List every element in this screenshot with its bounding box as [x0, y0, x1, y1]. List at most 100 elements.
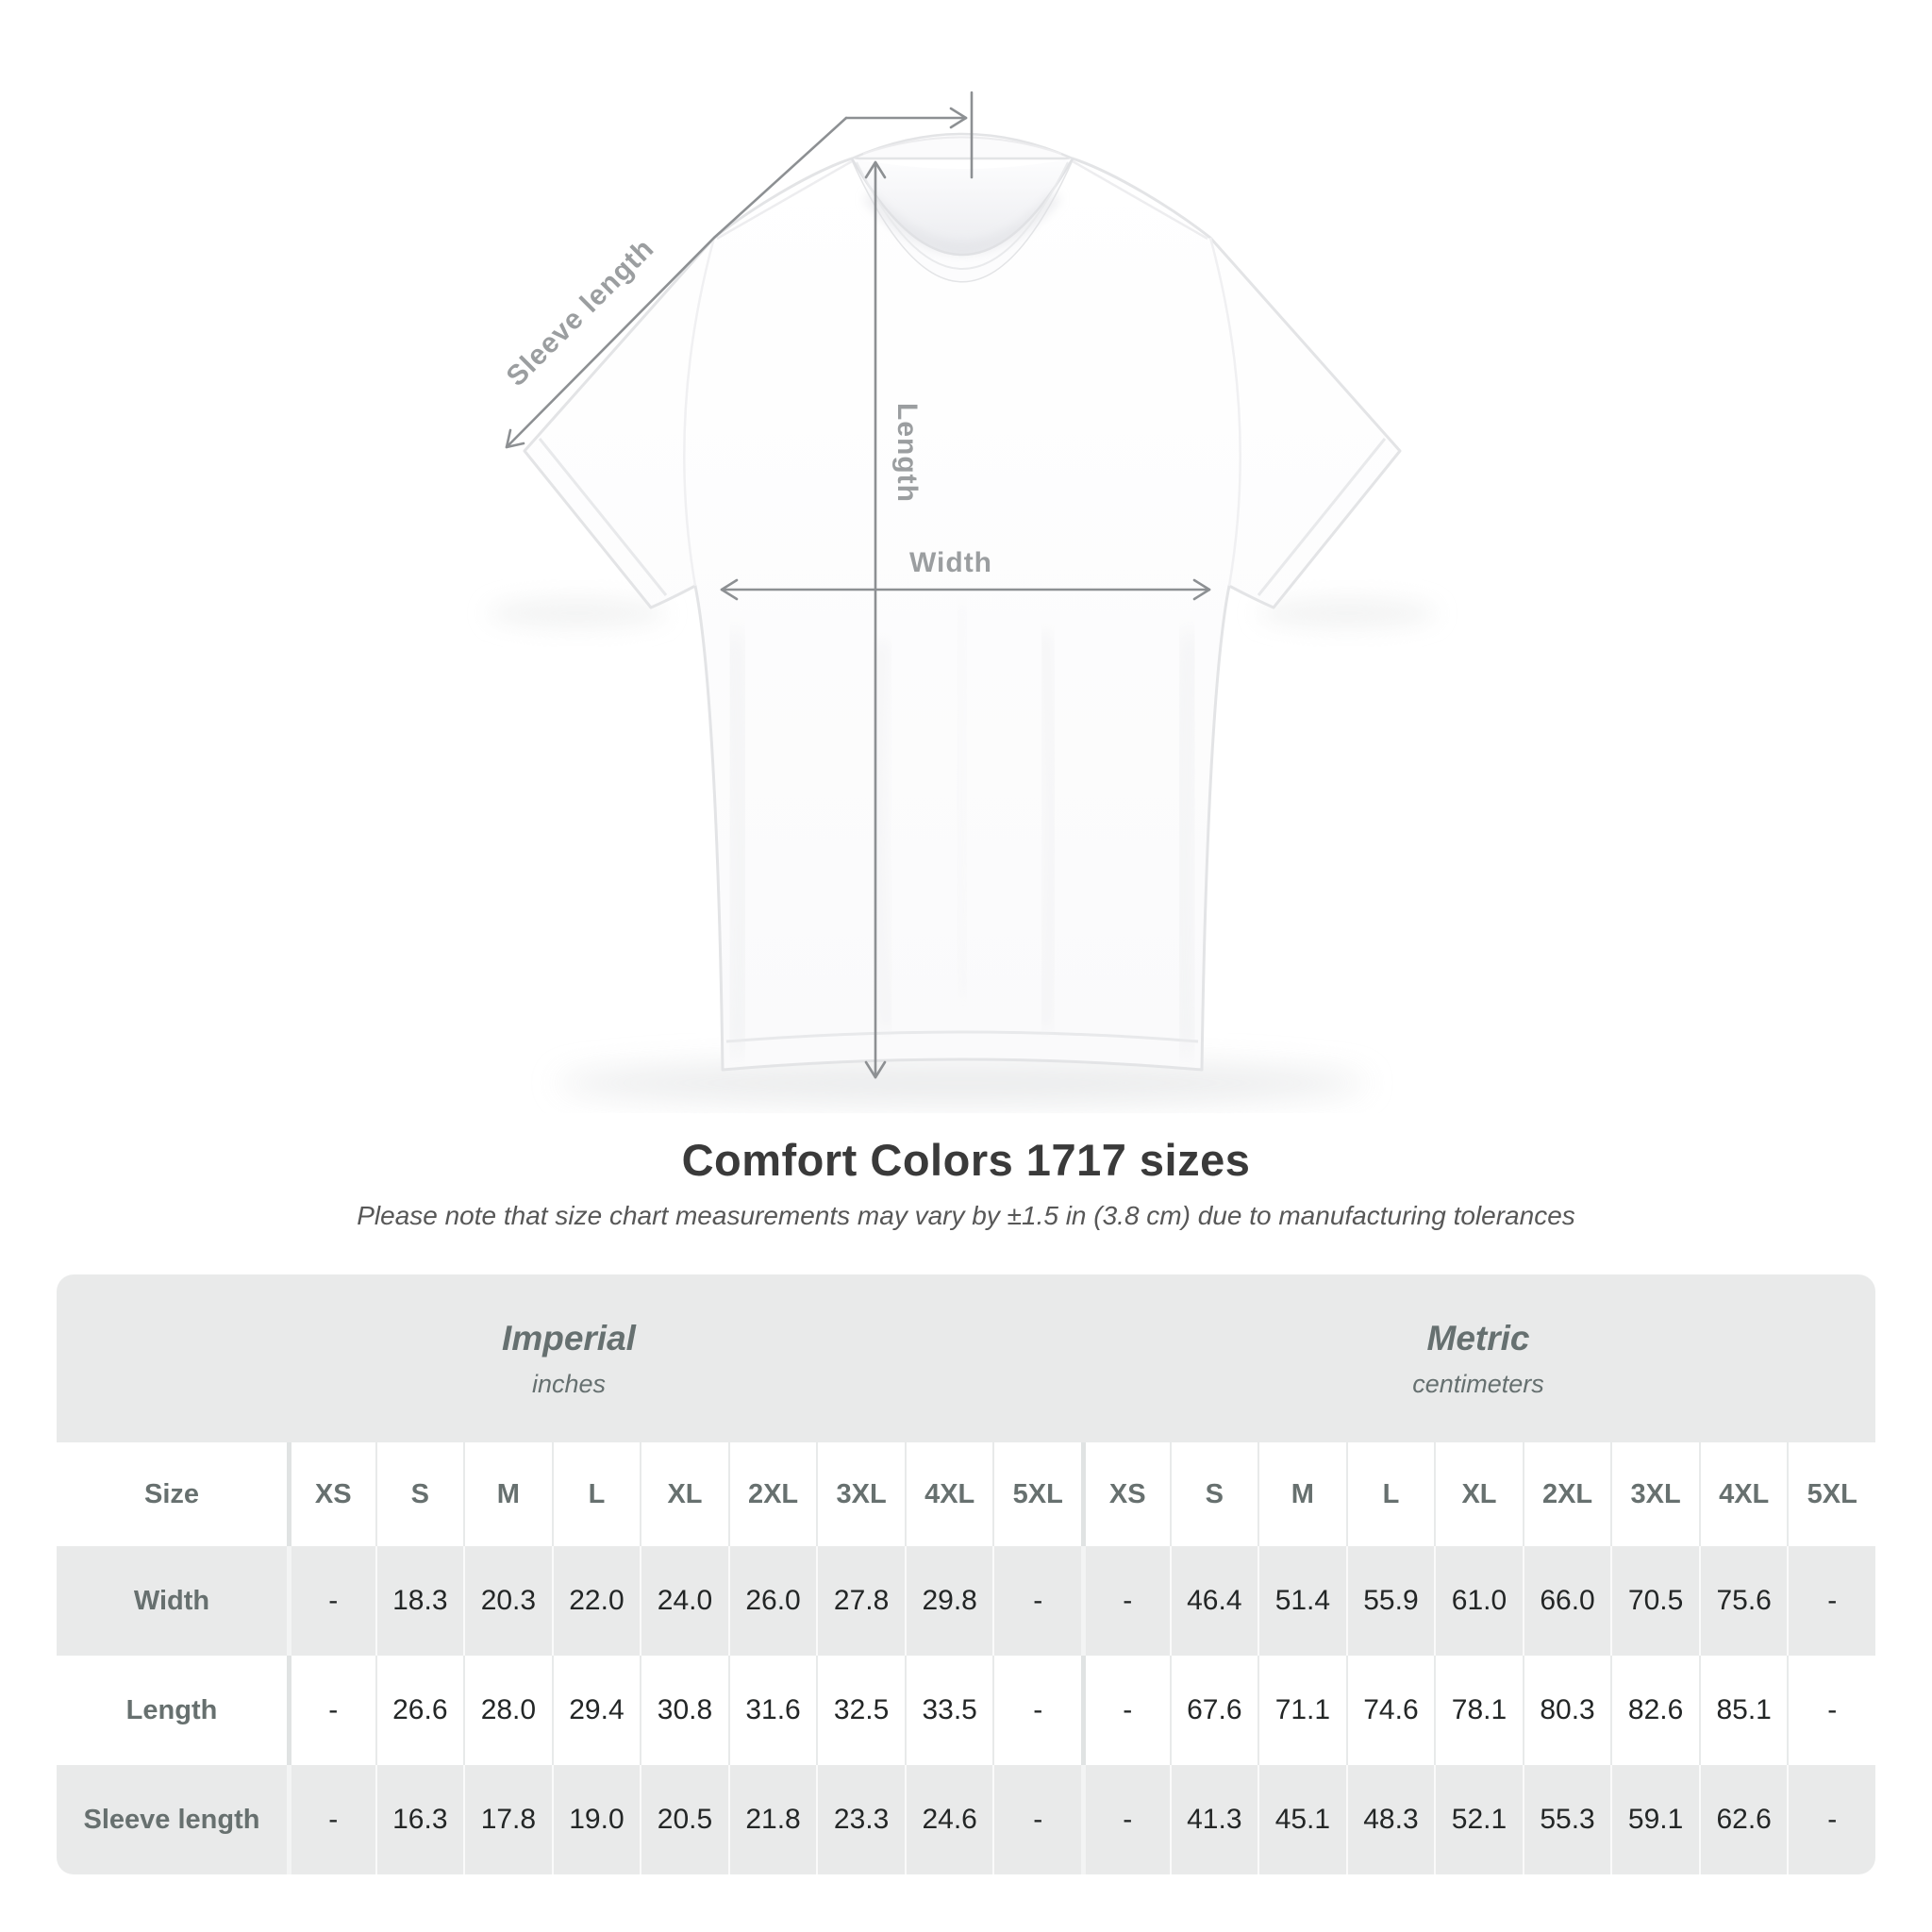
shirt-shadow [488, 598, 1437, 1106]
column-header: 5XL [1787, 1442, 1875, 1546]
units-band: Imperial inches Metric centimeters [57, 1274, 1875, 1442]
table-cell: 20.3 [463, 1546, 552, 1656]
shirt-seams [538, 159, 1387, 1043]
table-cell: - [1081, 1765, 1170, 1874]
width-label: Width [909, 547, 992, 578]
row-label: Width [133, 1585, 210, 1616]
size-header-row: Size XS S M L XL 2XL 3XL 4XL 5XL XS S M … [57, 1442, 1875, 1546]
table-cell: 22.0 [551, 1546, 641, 1656]
table-cell: 51.4 [1257, 1546, 1346, 1656]
column-header: XL [1434, 1442, 1523, 1546]
table-cell: - [287, 1765, 375, 1874]
collar-inner-shadow [864, 192, 1060, 253]
table-cell: - [992, 1765, 1081, 1874]
table-cell: 80.3 [1522, 1656, 1611, 1765]
tshirt-graphic: Sleeve length Length Width [488, 91, 1437, 1106]
imperial-title: Imperial [502, 1318, 636, 1357]
fabric-shading [726, 603, 1198, 1053]
table-row-width: Width - 18.3 20.3 22.0 24.0 26.0 27.8 29… [57, 1546, 1875, 1656]
table-cell: - [1787, 1656, 1875, 1765]
table-cell: 26.0 [727, 1546, 817, 1656]
table-cell: - [992, 1656, 1081, 1765]
column-header: 3XL [1610, 1442, 1699, 1546]
size-table: Imperial inches Metric centimeters Size … [57, 1274, 1875, 1874]
table-cell: 29.8 [904, 1546, 993, 1656]
table-cell: 31.6 [727, 1656, 817, 1765]
width-arrow [720, 578, 1211, 601]
table-cell: 27.8 [816, 1546, 905, 1656]
table-cell: 23.3 [816, 1765, 905, 1874]
size-column-header: Size [143, 1478, 200, 1509]
table-cell: 45.1 [1257, 1765, 1346, 1874]
table-cell: 28.0 [463, 1656, 552, 1765]
length-arrow [864, 160, 887, 1079]
table-cell: 74.6 [1345, 1656, 1435, 1765]
back-collar-stitch [862, 136, 1062, 155]
column-header: M [463, 1442, 552, 1546]
table-cell: 17.8 [463, 1765, 552, 1874]
table-cell: 62.6 [1698, 1765, 1788, 1874]
column-header: M [1257, 1442, 1346, 1546]
column-header: S [1169, 1442, 1258, 1546]
table-cell: 33.5 [904, 1656, 993, 1765]
table-cell: - [1787, 1765, 1875, 1874]
column-header: XL [640, 1442, 728, 1546]
table-cell: 67.6 [1169, 1656, 1258, 1765]
page-title: Comfort Colors 1717 sizes [681, 1135, 1251, 1185]
column-header: 5XL [992, 1442, 1081, 1546]
table-row-sleeve-length: Sleeve length - 16.3 17.8 19.0 20.5 21.8… [57, 1765, 1875, 1874]
column-header: 4XL [904, 1442, 993, 1546]
size-guide-figure: Sleeve length Length Width [488, 91, 1437, 1106]
table-cell: 18.3 [375, 1546, 464, 1656]
metric-subtitle: centimeters [1412, 1369, 1544, 1398]
collar-edge [850, 158, 1074, 257]
table-cell: 29.4 [551, 1656, 641, 1765]
column-header: L [551, 1442, 641, 1546]
table-cell: 61.0 [1434, 1546, 1523, 1656]
table-cell: - [287, 1656, 375, 1765]
imperial-subtitle: inches [531, 1369, 607, 1398]
column-header: S [375, 1442, 464, 1546]
table-cell: 16.3 [375, 1765, 464, 1874]
table-cell: 82.6 [1610, 1656, 1699, 1765]
table-cell: 41.3 [1169, 1765, 1258, 1874]
collar-band [852, 158, 1073, 281]
table-cell: 19.0 [551, 1765, 641, 1874]
table-cell: 26.6 [375, 1656, 464, 1765]
table-cell: 52.1 [1434, 1765, 1523, 1874]
table-cell: - [1081, 1656, 1170, 1765]
tolerance-note: Please note that size chart measurements… [357, 1201, 1575, 1230]
table-row-length: Length - 26.6 28.0 29.4 30.8 31.6 32.5 3… [57, 1656, 1875, 1765]
table-cell: 20.5 [640, 1765, 728, 1874]
imperial-units-header: Imperial inches [57, 1274, 1081, 1442]
table-cell: 59.1 [1610, 1765, 1699, 1874]
table-cell: - [1787, 1546, 1875, 1656]
column-header: 2XL [727, 1442, 817, 1546]
table-cell: 21.8 [727, 1765, 817, 1874]
metric-units-header: Metric centimeters [1081, 1274, 1875, 1442]
row-label: Length [125, 1694, 218, 1725]
table-cell: 78.1 [1434, 1656, 1523, 1765]
metric-title: Metric [1426, 1318, 1530, 1357]
table-cell: 75.6 [1698, 1546, 1788, 1656]
table-cell: - [1081, 1546, 1170, 1656]
table-cell: 70.5 [1610, 1546, 1699, 1656]
table-cell: 55.9 [1345, 1546, 1435, 1656]
column-header: 2XL [1522, 1442, 1611, 1546]
table-cell: 66.0 [1522, 1546, 1611, 1656]
table-cell: 30.8 [640, 1656, 728, 1765]
table-cell: 24.6 [904, 1765, 993, 1874]
column-header: L [1345, 1442, 1435, 1546]
top-arrow [844, 107, 968, 129]
table-cell: - [287, 1546, 375, 1656]
sleeve-length-arrow [505, 116, 848, 449]
table-cell: 55.3 [1522, 1765, 1611, 1874]
column-header: 3XL [816, 1442, 905, 1546]
collar-stitch [856, 161, 1069, 270]
table-cell: 85.1 [1698, 1656, 1788, 1765]
table-cell: 71.1 [1257, 1656, 1346, 1765]
column-header: 4XL [1698, 1442, 1788, 1546]
length-label: Length [891, 403, 923, 503]
table-cell: 48.3 [1345, 1765, 1435, 1874]
table-cell: 32.5 [816, 1656, 905, 1765]
